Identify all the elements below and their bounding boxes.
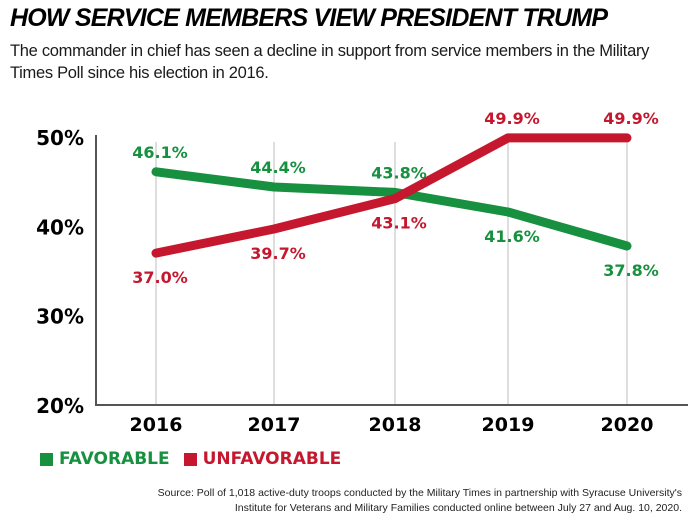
y-tick-label: 40% — [36, 215, 84, 239]
x-tick-labels: 2016 2017 2018 2019 2020 — [130, 414, 654, 436]
data-label-favorable: 46.1% — [132, 143, 188, 162]
chart-title: HOW SERVICE MEMBERS VIEW PRESIDENT TRUMP — [10, 4, 608, 32]
gridlines — [155, 142, 628, 405]
x-tick-label: 2019 — [482, 414, 535, 436]
series-line-favorable — [151, 167, 632, 251]
legend: FAVORABLE UNFAVORABLE — [40, 449, 355, 469]
legend-swatch-favorable — [40, 452, 53, 466]
y-tick-label: 20% — [36, 394, 84, 418]
series-line-unfavorable — [151, 133, 632, 258]
data-label-unfavorable: 49.9% — [603, 109, 659, 128]
x-tick-label: 2018 — [369, 414, 422, 436]
source-note: Source: Poll of 1,018 active-duty troops… — [157, 487, 682, 514]
legend-item-unfavorable: UNFAVORABLE — [183, 449, 342, 469]
y-tick-labels: 20% 30% 40% 50% — [36, 126, 84, 418]
data-label-unfavorable: 49.9% — [484, 109, 540, 128]
axes — [95, 135, 688, 406]
data-label-unfavorable: 39.7% — [250, 244, 306, 263]
data-label-favorable: 44.4% — [250, 158, 306, 177]
data-label-unfavorable: 37.0% — [132, 268, 188, 287]
data-label-favorable: 41.6% — [484, 227, 540, 246]
y-tick-label: 50% — [36, 126, 84, 150]
series-lines — [151, 133, 632, 258]
legend-label-favorable: FAVORABLE — [59, 449, 170, 469]
legend-item-favorable: FAVORABLE — [40, 449, 170, 469]
x-tick-label: 2017 — [248, 414, 301, 436]
x-tick-label: 2016 — [130, 414, 183, 436]
legend-swatch-unfavorable — [183, 452, 197, 466]
x-tick-label: 2020 — [601, 414, 654, 436]
data-labels: 46.1% 44.4% 43.8% 41.6% 37.8% 37.0% 39.7% 43.1%… — [132, 109, 659, 287]
data-label-favorable: 37.8% — [603, 261, 659, 280]
data-label-unfavorable: 43.1% — [371, 214, 427, 233]
legend-label-unfavorable: UNFAVORABLE — [202, 449, 342, 469]
data-label-favorable: 43.8% — [371, 163, 427, 182]
y-tick-label: 30% — [36, 305, 84, 329]
chart-subtitle: The commander in chief has seen a declin… — [10, 42, 650, 82]
